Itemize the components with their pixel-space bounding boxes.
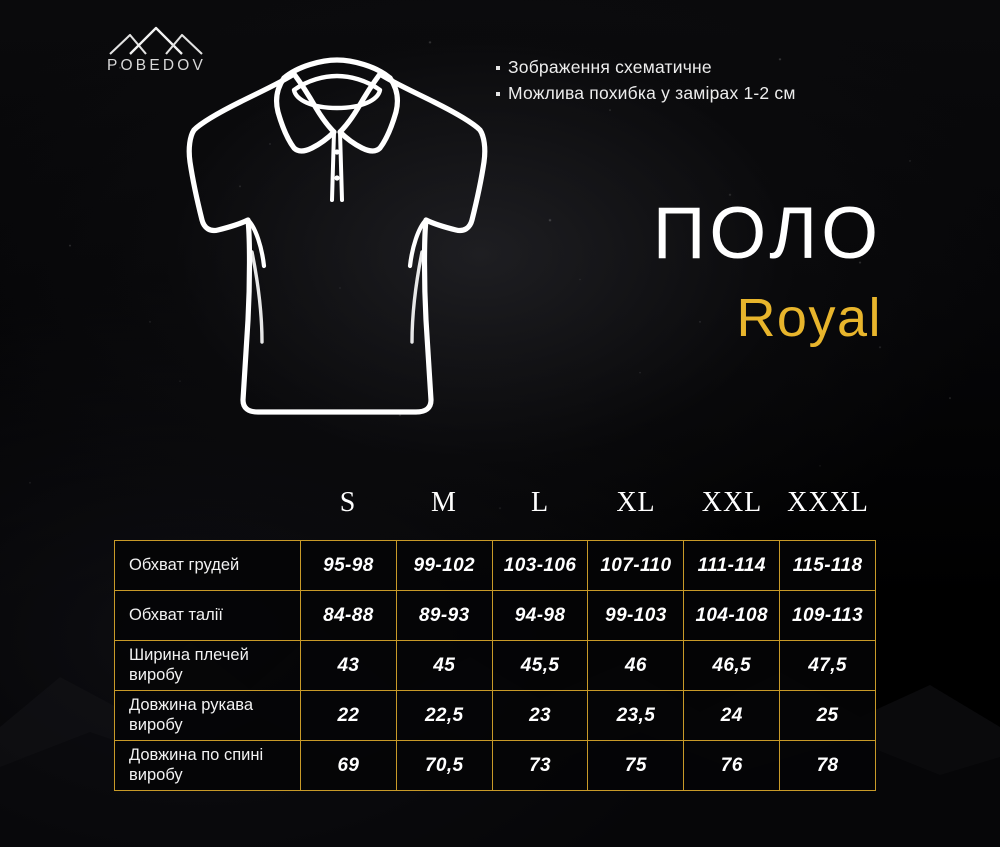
brand-logo: POBEDOV bbox=[106, 26, 216, 75]
note-text: Можлива похибка у замірах 1-2 см bbox=[508, 83, 796, 103]
measurement-cell: 23,5 bbox=[587, 690, 685, 741]
measurement-cell: 99-103 bbox=[587, 590, 685, 641]
measurement-cell: 99-102 bbox=[395, 540, 493, 591]
size-header-m: M bbox=[431, 487, 457, 518]
note-item: Зображення схематичне bbox=[496, 57, 796, 78]
measurement-cell: 22,5 bbox=[395, 690, 493, 741]
product-subtitle: Royal bbox=[736, 287, 882, 348]
measurement-cell: 69 bbox=[300, 740, 397, 791]
measurement-cell: 94-98 bbox=[491, 590, 589, 641]
size-header-l: L bbox=[530, 487, 550, 518]
measurement-cell: 107-110 bbox=[587, 540, 685, 591]
size-header-row: S M L XL XXL XXXL bbox=[300, 487, 876, 519]
measurement-cell: 95-98 bbox=[300, 540, 397, 591]
measurement-cell: 103-106 bbox=[491, 540, 589, 591]
table-row: Обхват талії 84-88 89-93 94-98 99-103 10… bbox=[114, 590, 876, 641]
measurement-cell: 22 bbox=[300, 690, 397, 741]
measurement-cell: 76 bbox=[683, 740, 781, 791]
table-row: Ширина плечей виробу 43 45 45,5 46 46,5 … bbox=[114, 640, 876, 691]
table-row: Обхват грудей 95-98 99-102 103-106 107-1… bbox=[114, 540, 876, 591]
notes-list: Зображення схематичне Можлива похибка у … bbox=[496, 57, 796, 109]
measurement-cell: 43 bbox=[300, 640, 397, 691]
measurement-cell: 75 bbox=[587, 740, 685, 791]
measurement-cell: 70,5 bbox=[395, 740, 493, 791]
row-label: Довжина по спині виробу bbox=[114, 740, 301, 791]
measurement-cell: 45,5 bbox=[491, 640, 589, 691]
product-title: ПОЛО bbox=[652, 193, 882, 274]
brand-name: POBEDOV bbox=[107, 57, 207, 74]
product-title-block: ПОЛО Royal bbox=[652, 193, 882, 348]
measurement-cell: 47,5 bbox=[779, 640, 876, 691]
measurement-cell: 78 bbox=[779, 740, 876, 791]
row-label: Ширина плечей виробу bbox=[114, 640, 301, 691]
mountains-icon bbox=[109, 26, 203, 55]
note-item: Можлива похибка у замірах 1-2 см bbox=[496, 83, 796, 104]
measurement-cell: 109-113 bbox=[779, 590, 876, 641]
table-row: Довжина по спині виробу 69 70,5 73 75 76… bbox=[114, 740, 876, 791]
size-header-xxl: XXL bbox=[701, 487, 763, 518]
measurement-cell: 23 bbox=[491, 690, 589, 741]
measurement-cell: 73 bbox=[491, 740, 589, 791]
measurement-cell: 24 bbox=[683, 690, 781, 741]
size-chart-table: Обхват грудей 95-98 99-102 103-106 107-1… bbox=[114, 540, 876, 791]
measurement-cell: 115-118 bbox=[779, 540, 876, 591]
measurement-cell: 111-114 bbox=[683, 540, 781, 591]
size-header-s: S bbox=[339, 487, 357, 518]
size-header-xl: XL bbox=[616, 487, 656, 518]
bullet-icon bbox=[496, 66, 500, 70]
row-label: Обхват талії bbox=[114, 590, 301, 641]
table-row: Довжина рукава виробу 22 22,5 23 23,5 24… bbox=[114, 690, 876, 741]
polo-shirt-outline bbox=[186, 57, 488, 415]
note-text: Зображення схематичне bbox=[508, 57, 712, 77]
measurement-cell: 46,5 bbox=[683, 640, 781, 691]
bullet-icon bbox=[496, 92, 500, 96]
row-label: Довжина рукава виробу bbox=[114, 690, 301, 741]
measurement-cell: 46 bbox=[587, 640, 685, 691]
measurement-cell: 25 bbox=[779, 690, 876, 741]
measurement-cell: 45 bbox=[395, 640, 493, 691]
measurement-cell: 89-93 bbox=[395, 590, 493, 641]
size-header-xxxl: XXXL bbox=[787, 487, 869, 518]
measurement-cell: 104-108 bbox=[683, 590, 781, 641]
measurement-cell: 84-88 bbox=[300, 590, 397, 641]
row-label: Обхват грудей bbox=[114, 540, 301, 591]
